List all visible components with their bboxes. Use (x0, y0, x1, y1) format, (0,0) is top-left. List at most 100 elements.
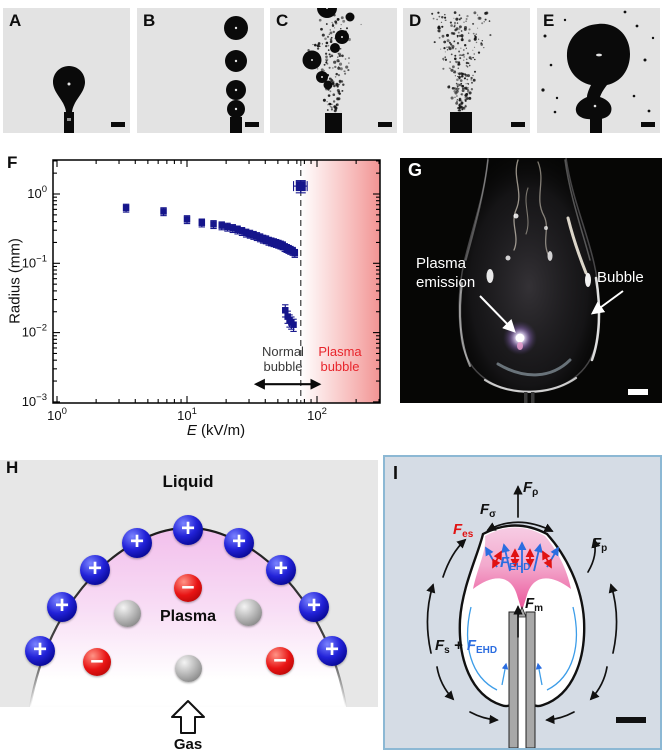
bubble-on-nozzle-image (53, 66, 85, 133)
panel-d: D (403, 8, 530, 133)
bubble-annotation: Bubble (597, 269, 644, 286)
data-point (246, 230, 254, 238)
panel-g-label: G (408, 160, 423, 180)
data-point (284, 313, 291, 320)
force-label-f-s-plus-f-ehd: Fs + FEHD (435, 637, 498, 656)
nozzle-wall (525, 611, 536, 748)
plasma-emission-arrow (479, 295, 516, 333)
bubble (345, 12, 355, 22)
bubble-spray-image (302, 8, 362, 133)
data-point (229, 225, 237, 232)
panel-f-label: F (7, 153, 18, 172)
svg-text:10−1: 10−1 (22, 253, 47, 270)
positive-ion: + (317, 636, 347, 666)
scale-bar (111, 122, 125, 127)
data-point (234, 226, 241, 233)
data-point (218, 222, 225, 229)
plasma-bubble-annotation: Plasma bubble (318, 344, 362, 374)
panel-i: I Fρ Fσ Fes FEHD Fp Fm Fs + FEHD (383, 455, 662, 750)
gas-label: Gas (173, 736, 203, 753)
plasma-region-shading (300, 160, 380, 403)
panel-b-label: B (143, 11, 156, 30)
bubble-arrow (590, 290, 624, 315)
neutral-particle (113, 599, 141, 627)
nozzle-wall (508, 611, 519, 748)
panel-f: F 100 101 102 100 10−1 10−2 10−3 Normal bubble… (0, 150, 395, 445)
svg-text:101: 101 (177, 406, 197, 423)
force-label-f-es: Fes (453, 521, 474, 540)
neutral-particle (234, 598, 262, 626)
x-axis-label: E (kV/m) (186, 422, 246, 439)
large-bubble-image (541, 10, 655, 133)
force-label-f-m: Fm (525, 595, 544, 614)
data-point (242, 229, 250, 237)
panel-e-label: E (543, 11, 555, 30)
panel-a-label: A (9, 11, 22, 30)
positive-ion: + (299, 592, 329, 622)
scale-bar (641, 122, 655, 127)
panel-h: H Liquid Plasma Gas + + + + + + + + + − − − (0, 455, 378, 753)
normal-bubble-annotation: Normal bubble (262, 344, 304, 374)
scale-bar (378, 122, 392, 127)
liquid-label: Liquid (162, 472, 214, 491)
y-axis-label: Radius (mm) (6, 238, 24, 324)
panel-c-label: C (276, 11, 289, 30)
positive-ion: + (47, 592, 77, 622)
scale-bar (245, 122, 259, 127)
bubble (317, 8, 337, 18)
panel-h-label: H (6, 458, 19, 477)
fine-mist-image (431, 11, 492, 133)
panel-e: E (537, 8, 660, 133)
force-balance-diagram (426, 485, 646, 748)
panel-i-label: I (393, 463, 399, 483)
radius-vs-field-plot: 100 101 102 100 10−1 10−2 10−3 (22, 159, 381, 423)
data-point (282, 307, 289, 314)
scale-bar (616, 717, 646, 723)
series-normal (122, 203, 299, 258)
data-point (291, 249, 299, 257)
series-plasma (292, 180, 308, 194)
positive-ion: + (224, 528, 254, 558)
negative-ion: − (174, 574, 202, 602)
negative-ion: − (266, 647, 294, 675)
bubble-chain-image (224, 16, 248, 133)
panel-a: A (3, 8, 130, 133)
positive-ion: + (173, 515, 203, 545)
force-label-f-sigma: Fσ (480, 501, 497, 520)
data-point (250, 231, 257, 239)
data-point (183, 216, 191, 223)
data-point (238, 228, 246, 235)
data-point (224, 223, 231, 231)
nozzle-channel (518, 617, 526, 748)
panel-c: C (270, 8, 397, 133)
svg-text:10−2: 10−2 (22, 323, 47, 340)
gas-flow-arrow (171, 700, 205, 734)
panel-b: B (137, 8, 264, 133)
force-label-f-rho: Fρ (523, 479, 539, 498)
panel-g: G (400, 158, 662, 403)
data-point (210, 221, 217, 228)
data-point (290, 321, 297, 328)
force-label-f-p: Fp (592, 535, 608, 554)
axis-ticks (53, 160, 380, 403)
svg-text:100: 100 (27, 184, 47, 201)
scale-bar (628, 389, 648, 395)
neutral-particle (174, 654, 202, 682)
data-point (295, 181, 306, 192)
svg-text:102: 102 (307, 406, 327, 423)
data-point (198, 219, 206, 226)
plasma-label: Plasma (159, 608, 217, 625)
data-point (122, 204, 130, 212)
plasma-emission-annotation: Plasma emission (416, 255, 476, 291)
force-label-f-ehd-top: FEHD (500, 554, 531, 573)
positive-ion: + (80, 555, 110, 585)
positive-ion: + (122, 528, 152, 558)
svg-text:10−3: 10−3 (22, 392, 47, 409)
positive-ion: + (266, 555, 296, 585)
scale-bar (511, 122, 525, 127)
bubble (330, 43, 340, 53)
series-normal (282, 304, 297, 332)
negative-ion: − (83, 648, 111, 676)
plasma-bubble-photo (458, 158, 624, 403)
